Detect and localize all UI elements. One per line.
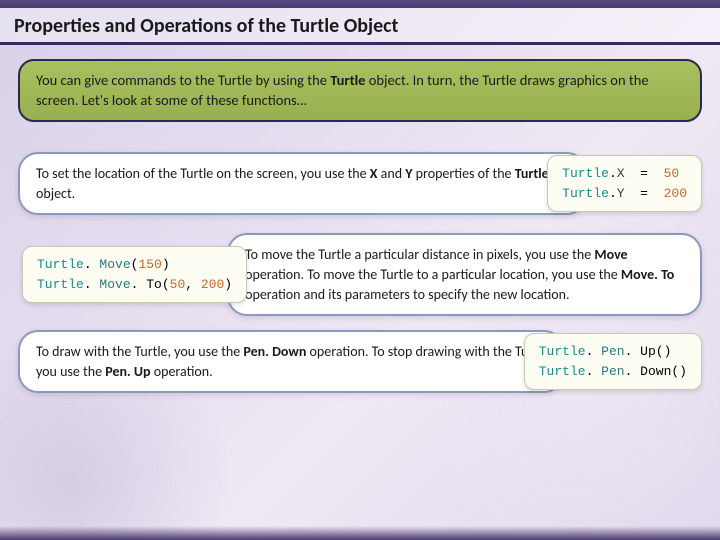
t: operation. [151,363,213,380]
p: ) [224,277,232,292]
t: To set the location of the Turtle on the… [36,165,370,182]
code-move-method: Move [99,257,130,272]
content-area: You can give commands to the Turtle by u… [0,45,720,407]
row-pen: To draw with the Turtle, you use the Pen… [18,330,702,393]
s: . Up() [625,344,672,359]
bold-move: Move [594,246,627,263]
d: . [609,166,617,181]
t: object. [36,185,75,202]
move-explanation: To move the Turtle a particular distance… [227,233,702,316]
code-pen-method: Pen [601,364,624,379]
code-xy: Turtle.X = 50 Turtle.Y = 200 [547,155,702,212]
intro-box: You can give commands to the Turtle by u… [18,59,702,122]
xy-explanation: To set the location of the Turtle on the… [18,152,587,215]
d: . [609,186,617,201]
t: operation and its parameters to specify … [245,286,569,303]
eq: = [625,166,664,181]
code-obj: Turtle [562,166,609,181]
s: . Down() [625,364,687,379]
code-obj: Turtle [539,364,586,379]
t: To draw with the Turtle, you use the [36,343,243,360]
code-val-50: 50 [664,166,680,181]
eq: = [625,186,664,201]
code-pen-method: Pen [601,344,624,359]
intro-bold-turtle: Turtle [330,71,365,89]
bold-turtle: Turtle [515,165,549,182]
code-val-150: 150 [138,257,161,272]
d: . [84,257,100,272]
p: ) [162,257,170,272]
t: To move the Turtle a particular distance… [245,246,594,263]
d: . [586,364,602,379]
code-pen: Turtle. Pen. Up() Turtle. Pen. Down() [524,333,702,390]
code-moveto-method: Move [99,277,130,292]
footer-gradient [0,526,720,540]
d: . [586,344,602,359]
code-val-200: 200 [664,186,687,201]
bold-moveto: Move. To [621,266,674,283]
row-move: Turtle. Move(150) Turtle. Move. To(50, 2… [18,233,702,316]
p: . To( [131,277,170,292]
d: . [84,277,100,292]
s: , [185,277,201,292]
code-prop-y: Y [617,186,625,201]
v: 50 [170,277,186,292]
row-xy: To set the location of the Turtle on the… [18,152,702,215]
t: operation. To move the Turtle to a parti… [245,266,621,283]
t: properties of the [413,165,515,182]
bold-penup: Pen. Up [105,363,150,380]
code-prop-x: X [617,166,625,181]
code-obj: Turtle [37,257,84,272]
code-obj: Turtle [562,186,609,201]
intro-text-pre: You can give commands to the Turtle by u… [36,71,330,89]
pen-explanation: To draw with the Turtle, you use the Pen… [18,330,564,393]
bold-pendown: Pen. Down [243,343,306,360]
code-obj: Turtle [37,277,84,292]
t: and [377,165,405,182]
bold-y: Y [405,165,412,182]
code-move: Turtle. Move(150) Turtle. Move. To(50, 2… [22,246,247,303]
code-obj: Turtle [539,344,586,359]
v: 200 [201,277,224,292]
